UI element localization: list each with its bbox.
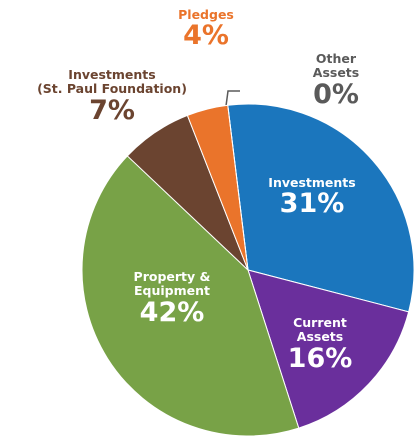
value-label: 4% [183, 20, 229, 52]
category-name: Pledges [178, 7, 234, 22]
leader-line [225, 90, 240, 107]
pie-slice [227, 103, 415, 313]
value-label: 31% [279, 188, 345, 220]
value-label: 42% [139, 296, 205, 328]
category-name: Current Assets [293, 315, 347, 345]
pie-slice [186, 104, 249, 271]
pie-slice [81, 155, 300, 437]
category-name: Other Assets [312, 51, 360, 81]
slice-label: Pledges 4% [178, 7, 234, 52]
slice-label: Other Assets 0% [294, 51, 378, 110]
slice-label: Current Assets 16% [270, 315, 370, 374]
slice-label: Investments 31% [268, 175, 356, 220]
slice-label: Investments (St. Paul Foundation) 7% [37, 67, 187, 126]
slice-label: Property & Equipment 42% [133, 269, 211, 328]
category-name: Investments [268, 175, 356, 190]
value-label: 0% [313, 78, 359, 110]
value-label: 16% [287, 342, 353, 374]
category-name: Investments (St. Paul Foundation) [37, 67, 187, 97]
pie-slice [247, 269, 410, 429]
value-label: 7% [89, 94, 135, 126]
category-name: Property & Equipment [133, 269, 211, 299]
